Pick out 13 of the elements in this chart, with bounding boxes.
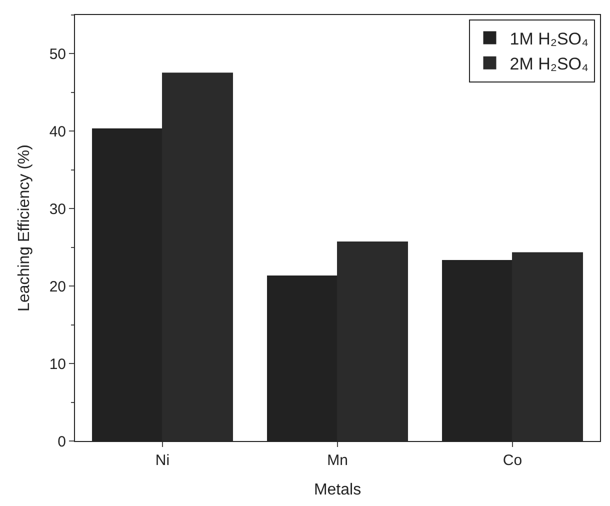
y-tick-label: 50 — [49, 46, 66, 63]
y-tick-label: 20 — [49, 278, 66, 296]
y-tick-label: 10 — [49, 356, 66, 373]
x-tick-label: Co — [502, 452, 522, 469]
y-tick-label: 30 — [49, 200, 66, 218]
x-axis-title: Metals — [314, 482, 362, 499]
y-tick-label: 40 — [49, 123, 66, 140]
legend-label: 2M H₂SO₄ — [510, 54, 589, 74]
x-tick-label: Ni — [155, 452, 170, 469]
legend-label: 1M H₂SO₄ — [510, 29, 589, 48]
x-tick-label: Mn — [327, 452, 348, 469]
y-axis-title: Leaching Efficiency (%) — [16, 144, 34, 312]
y-tick-label: 0 — [58, 433, 66, 450]
